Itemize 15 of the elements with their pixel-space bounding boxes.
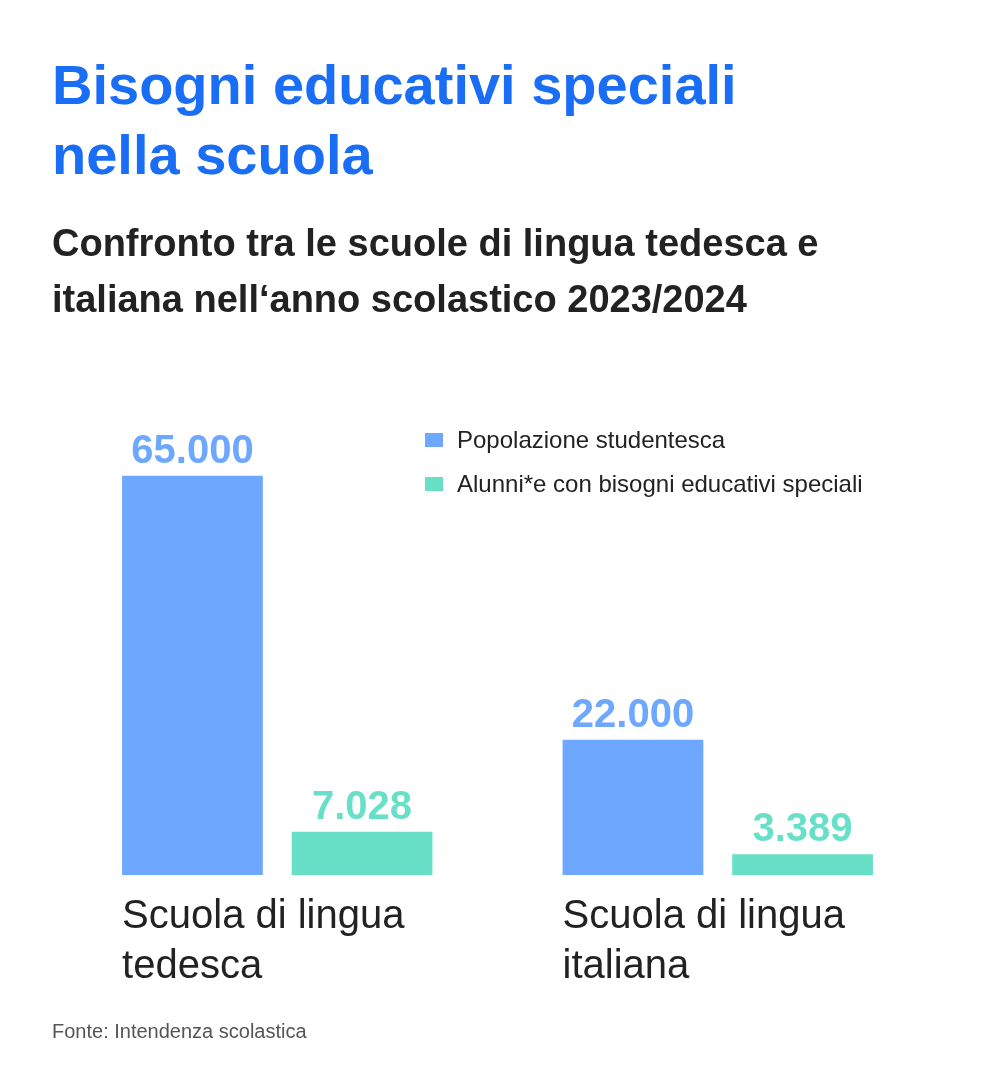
bar [732, 854, 873, 875]
data-label: 65.000 [131, 426, 254, 471]
chart-title: Bisogni educativi speciali nella scuola [52, 52, 738, 188]
legend-label: Popolazione studentesca [457, 426, 726, 454]
source-note: Fonte: Intendenza scolastica [52, 1020, 307, 1043]
data-label: 22.000 [571, 690, 695, 735]
x-tick-label: Scuola di lingua tedesca [122, 892, 406, 987]
data-label: 7.028 [311, 782, 413, 827]
legend-label: Alunni*e con bisogni educativi speciali [457, 470, 863, 498]
chart-subtitle: Confronto tra le scuole di lingua tedesca e italiana nell‘anno scolastico 2023/2024 [52, 221, 820, 322]
data-label: 3.389 [752, 805, 853, 850]
bar [562, 739, 704, 875]
bar [291, 831, 433, 875]
x-tick-label: Scuola di lingua italiana [562, 892, 846, 987]
bar [122, 475, 263, 875]
